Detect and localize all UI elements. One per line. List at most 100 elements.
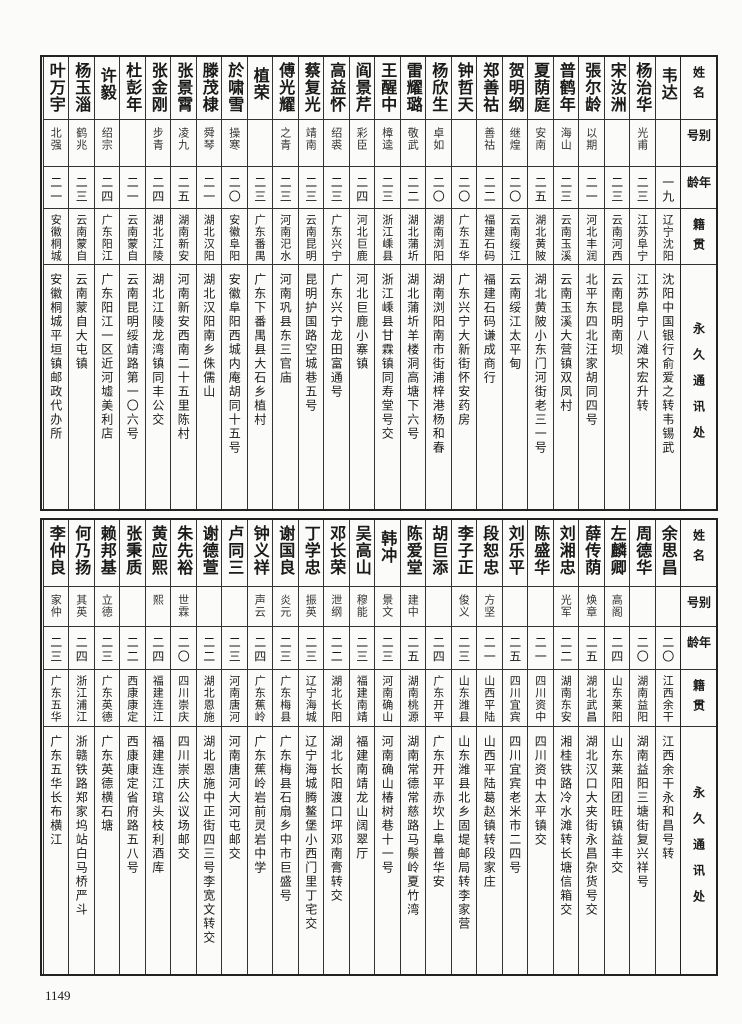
person-age: 二三: [354, 636, 369, 664]
alias-cell: 之青: [273, 120, 298, 167]
person-native: 广东番禺: [253, 214, 267, 262]
person-native: 湖北武昌: [584, 675, 598, 723]
person-name: 薛传荫: [582, 525, 602, 576]
person-alias: 声云: [253, 594, 267, 618]
native-cell: 浙江浦江: [69, 670, 94, 727]
native-cell: 浙江嵊县: [375, 209, 400, 265]
person-name: 杨玉淄: [72, 62, 92, 113]
person-column: 左麟卿 高阁 二四 山东莱阳 山东莱阳团旺镇益丰交: [603, 520, 629, 974]
address-cell: 湖北江陵龙湾镇同丰公交: [146, 265, 171, 509]
person-native: 辽宁海城: [304, 675, 318, 723]
age-cell: 二四: [349, 167, 374, 209]
native-cell: 云南昆明: [298, 209, 323, 265]
person-address: 广东英德横石塘: [99, 735, 114, 833]
person-age: 二三: [558, 176, 573, 204]
name-cell: 刘乐平: [502, 520, 527, 587]
person-name: 蔡复光: [301, 62, 321, 113]
person-alias: 高阁: [610, 594, 624, 618]
person-age: 二三: [456, 636, 471, 664]
address-cell: 浙江嵊县甘霖镇同寿堂号交: [375, 265, 400, 509]
name-cell: 朱先裕: [171, 520, 196, 587]
person-age: 二二: [201, 636, 216, 664]
person-column: 谢德萱 二二 湖北恩施 湖北恩施中正街四三号李宽文转交: [195, 520, 221, 974]
person-native: 云南河西: [610, 214, 624, 262]
person-name: 韩冲: [378, 530, 398, 564]
person-age: 二五: [584, 636, 599, 664]
name-cell: 阎景芹: [349, 57, 374, 120]
address-cell: 云南蒙自大屯镇: [69, 265, 94, 509]
alias-cell: 卓如: [426, 120, 451, 167]
alias-cell: 操寒: [222, 120, 247, 167]
person-native: 广东阳江: [100, 214, 114, 262]
person-native: 西康康定: [125, 675, 139, 723]
header-alias-cell: 别号: [681, 587, 716, 627]
person-name: 雷耀璐: [403, 62, 423, 113]
person-address: 江西余干永和昌号转: [660, 735, 675, 861]
alias-cell: 海山: [553, 120, 578, 167]
person-column: 钟哲天 二〇 广东五华 广东兴宁大新街怀安药房: [450, 57, 476, 509]
page-number: 1149: [45, 988, 71, 1003]
person-native: 湖南益阳: [635, 675, 649, 723]
name-cell: 陈盛华: [528, 520, 553, 587]
person-native: 云南玉溪: [559, 214, 573, 262]
person-alias: 樟逵: [380, 127, 394, 151]
person-native: 广东英德: [100, 675, 114, 723]
person-column: 蔡复光 靖南 二三 云南昆明 昆明护国路空城巷五号: [297, 57, 323, 509]
person-address: 福建连江琯头枝利酒库: [150, 735, 165, 875]
person-address: 辽宁海城腾鳌堡小西门里丁宅交: [303, 735, 318, 931]
person-address: 云南昆明绥靖路第一〇六号: [125, 273, 140, 441]
person-column: 段恕忠 方坚 二一 山西平陆 山西平陆葛赵镇转段家庄: [476, 520, 502, 974]
person-native: 福建南靖: [355, 675, 369, 723]
name-cell: 钟哲天: [451, 57, 476, 120]
person-age: 二三: [380, 176, 395, 204]
name-cell: 滕茂棣: [196, 57, 221, 120]
person-column: 高益怀 绍裘 二三 广东兴宁 广东兴宁龙田富通号: [323, 57, 349, 509]
age-cell: 二三: [69, 167, 94, 209]
person-alias: 立德: [100, 594, 114, 618]
age-cell: 二二: [477, 167, 502, 209]
person-native: 河北巨鹿: [355, 214, 369, 262]
header-column: 姓名 别号 年龄 籍贯 永久通讯处: [680, 57, 716, 509]
person-age: 二五: [533, 176, 548, 204]
person-native: 福建石码: [482, 214, 496, 262]
alias-cell: 樟逵: [375, 120, 400, 167]
person-address: 广东蕉岭岩前灵岩中学: [252, 735, 267, 875]
name-cell: 张景霄: [171, 57, 196, 120]
age-cell: 二三: [273, 627, 298, 670]
person-native: 四川宜宾: [508, 675, 522, 723]
native-cell: 安徽桐城: [43, 209, 68, 265]
alias-cell: 方坚: [477, 587, 502, 627]
age-cell: 二四: [145, 627, 170, 670]
person-column: 滕茂棣 舜琴 二一 湖北汉阳 湖北汉阳南乡侏儒山: [195, 57, 221, 509]
address-cell: 云南昆明绥靖路第一〇六号: [120, 265, 145, 509]
person-column: 张秉质 二二 西康康定 西康康定省府路五八号: [119, 520, 145, 974]
person-native: 湖北汉阳: [202, 214, 216, 262]
roster-table-top: 姓名 别号 年龄 籍贯 永久通讯处 韦达 一九 辽宁沈阳 沈阳中国银行俞爱之转韦锡武 杨治华 光甫二…: [40, 55, 718, 511]
person-age: 二五: [176, 176, 191, 204]
alias-cell: [120, 120, 145, 167]
native-cell: 江西余干: [655, 670, 680, 727]
alias-cell: [655, 587, 680, 627]
person-address: 浙江嵊县甘霖镇同寿堂号交: [380, 273, 395, 441]
native-cell: 辽宁海城: [298, 670, 323, 727]
address-cell: 云南玉溪大营镇双凤村: [554, 265, 579, 509]
person-alias: 家仲: [49, 594, 63, 618]
age-cell: 二〇: [222, 167, 247, 209]
age-cell: 二〇: [451, 167, 476, 209]
person-column: 刘乐平 二五 四川宜宾 四川宜宾老米市二四号: [501, 520, 527, 974]
person-column: 雷耀璐 敬武 二二 湖北蒲圻 湖北蒲圻羊楼洞高塘下六号: [399, 57, 425, 509]
alias-cell: [502, 587, 527, 627]
name-cell: 李子正: [451, 520, 476, 587]
native-cell: 福建石码: [477, 209, 502, 265]
age-cell: 二四: [145, 167, 170, 209]
native-cell: 广东五华: [43, 670, 68, 727]
person-age: 二三: [329, 176, 344, 204]
person-column: 叶万宇 北强 二一 安徽桐城 安徽桐城平垣镇邮政代办所: [42, 57, 68, 509]
age-cell: 二一: [196, 167, 221, 209]
age-cell: 二五: [528, 167, 553, 209]
person-address: 四川宜宾老米市二四号: [507, 735, 522, 875]
alias-cell: 善祜: [477, 120, 502, 167]
name-cell: 植荣: [247, 57, 272, 120]
person-column: 王醒中 樟逵 二三 浙江嵊县 浙江嵊县甘霖镇同寿堂号交: [374, 57, 400, 509]
person-age: 二五: [405, 636, 420, 664]
